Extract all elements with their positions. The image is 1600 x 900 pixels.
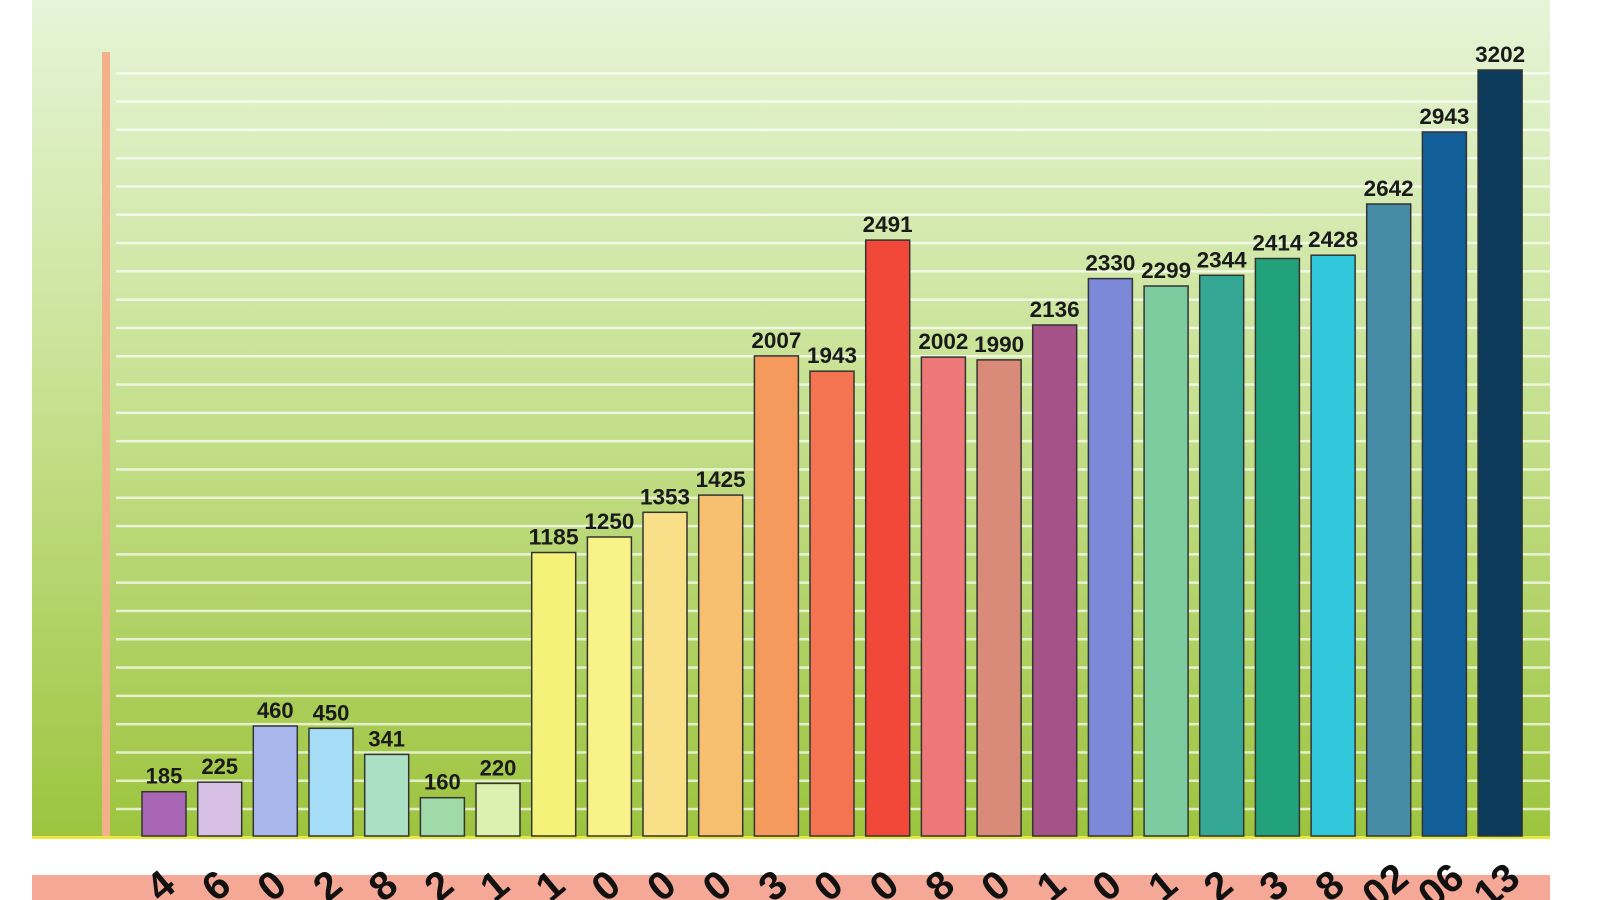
data-label: 2414 — [1252, 231, 1303, 256]
bar — [809, 370, 855, 837]
bottom-strip — [32, 875, 1550, 900]
data-label: 460 — [257, 698, 294, 723]
bar — [697, 494, 744, 837]
gridline — [116, 213, 1550, 216]
y-axis-line — [102, 52, 110, 836]
bar — [1198, 274, 1245, 837]
data-label: 2344 — [1197, 247, 1248, 272]
data-label: 1425 — [696, 467, 746, 492]
bar — [1365, 203, 1412, 837]
bar — [753, 355, 800, 837]
data-label: 2943 — [1419, 104, 1469, 129]
bar — [475, 782, 521, 837]
data-label: 185 — [146, 764, 183, 789]
data-label: 225 — [201, 754, 238, 779]
bar — [530, 551, 577, 837]
bar — [141, 790, 187, 837]
gridline — [116, 355, 1550, 358]
data-label: 1353 — [640, 484, 690, 509]
gridline — [116, 298, 1550, 301]
bar — [976, 359, 1022, 837]
bar — [1087, 277, 1134, 837]
bar — [1421, 131, 1468, 837]
gridline — [116, 270, 1550, 273]
data-label: 220 — [480, 755, 517, 780]
data-label: 2002 — [918, 329, 968, 354]
data-label: 1185 — [529, 525, 579, 550]
bar — [1031, 324, 1078, 837]
bar — [363, 753, 410, 837]
data-label: 1990 — [974, 332, 1024, 357]
data-label: 3202 — [1475, 42, 1525, 67]
data-label: 2330 — [1085, 251, 1135, 276]
gridline — [116, 185, 1550, 188]
bar — [1254, 257, 1301, 837]
data-label: 2136 — [1030, 297, 1080, 322]
data-label: 341 — [368, 726, 405, 751]
gridline — [116, 156, 1550, 160]
data-label: 2299 — [1141, 258, 1191, 283]
data-label: 2491 — [863, 212, 913, 237]
bar — [196, 781, 243, 837]
data-label: 450 — [313, 700, 350, 725]
bar — [308, 727, 354, 837]
gridline — [116, 326, 1550, 330]
bar — [586, 536, 633, 837]
bars — [141, 69, 1523, 837]
gridline — [116, 100, 1550, 103]
gridline — [116, 241, 1550, 245]
data-label: 1943 — [807, 343, 857, 368]
data-label: 1250 — [584, 509, 634, 534]
data-label: 2428 — [1308, 227, 1358, 252]
data-label: 160 — [424, 770, 461, 795]
gridline — [116, 128, 1550, 132]
data-label: 2642 — [1364, 176, 1414, 201]
bar — [1310, 254, 1356, 837]
bar — [252, 725, 299, 837]
bar — [642, 511, 688, 837]
bar — [419, 796, 466, 837]
bar — [1143, 285, 1189, 837]
data-label: 2007 — [751, 328, 801, 353]
gridline — [116, 72, 1550, 75]
bar — [920, 356, 967, 837]
baseline — [32, 836, 1550, 839]
bar — [864, 239, 911, 837]
bar — [1477, 69, 1523, 837]
